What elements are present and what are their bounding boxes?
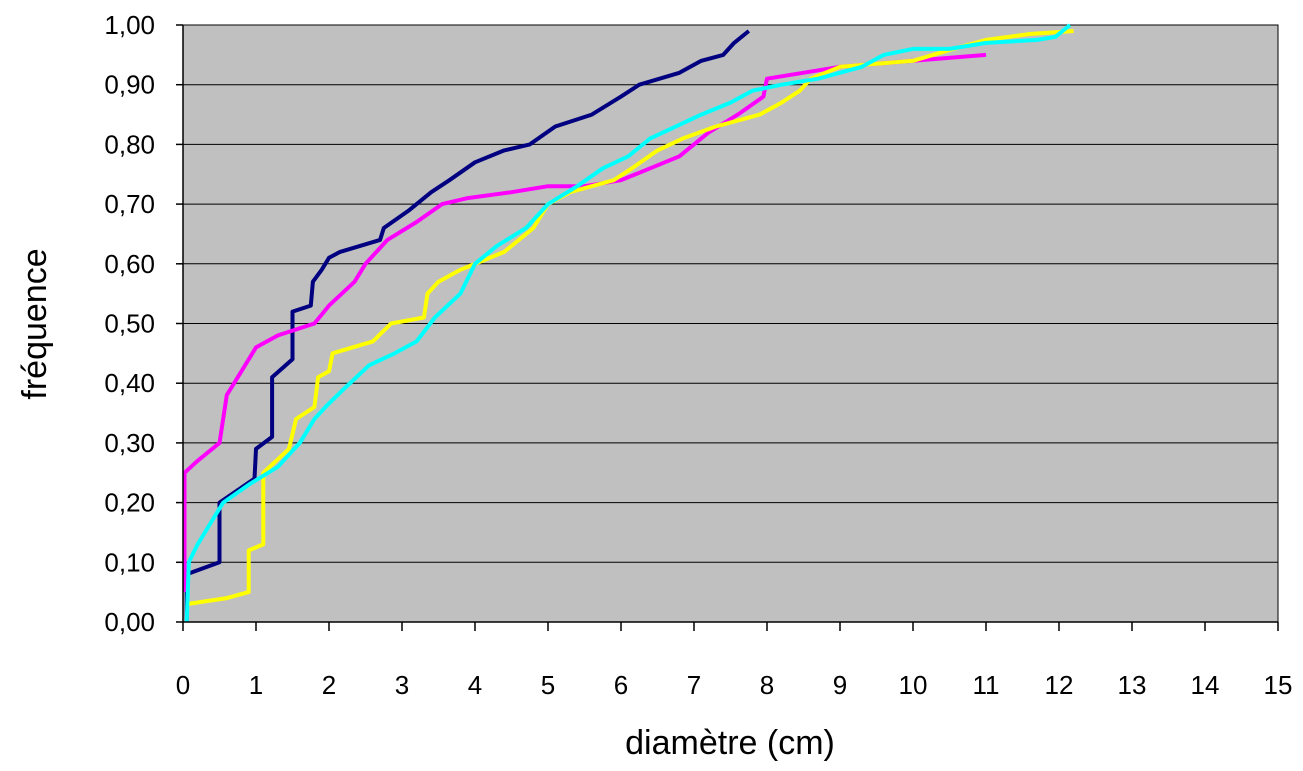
series-lines [182,23,1074,623]
gridlines [183,24,1278,563]
y-tick-label: 0,10 [104,547,155,577]
x-tick-label: 15 [1264,670,1293,700]
x-tick-label: 1 [249,670,263,700]
x-tick-label: 4 [468,670,482,700]
x-tick-label: 11 [973,670,1000,700]
x-tick-label: 9 [833,670,847,700]
x-tick-label: 2 [322,670,336,700]
y-tick-label: 0,70 [104,189,155,219]
x-tick-label: 10 [899,670,928,700]
y-axis-title: fréquence [16,248,54,399]
series-line [182,52,987,593]
x-tick-label: 6 [614,670,628,700]
x-tick-label: 3 [395,670,409,700]
series-line [184,23,1072,623]
y-tick-label: 0,80 [104,129,155,159]
y-tick-label: 1,00 [104,10,155,40]
x-tick-labels: 0 1 2 3 4 5 6 7 8 9 10 11 12 13 14 15 [176,670,1293,700]
series-line [184,29,751,622]
y-tick-label: 0,00 [104,607,155,637]
y-tick-labels: 0,00 0,10 0,20 0,30 0,40 0,50 0,60 0,70 0,80 0,90… [104,10,155,637]
x-tick-label: 13 [1118,670,1147,700]
x-tick-label: 8 [760,670,774,700]
y-tick-label: 0,30 [104,428,155,458]
x-tick-label: 12 [1045,670,1074,700]
y-tick-label: 0,20 [104,488,155,518]
x-tick-label: 0 [176,670,190,700]
x-tick-label: 5 [541,670,555,700]
x-tick-label: 7 [687,670,701,700]
y-tick-label: 0,50 [104,309,155,339]
y-tick-label: 0,60 [104,249,155,279]
x-tick-label: 14 [1191,670,1220,700]
y-tick-label: 0,40 [104,368,155,398]
x-axis-title: diamètre (cm) [625,724,835,762]
axes [176,24,1279,631]
y-tick-label: 0,90 [104,70,155,100]
